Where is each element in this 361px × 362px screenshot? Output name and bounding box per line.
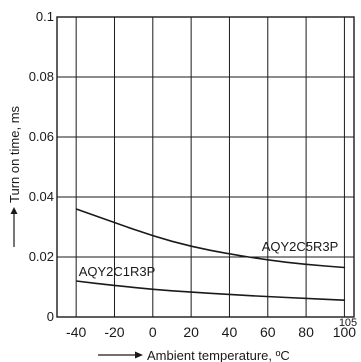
y-axis-title-group: Turn on time, ms (7, 105, 22, 247)
x-axis-title: Ambient temperature, ºC (147, 348, 290, 362)
series-labels: AQY2C5R3P AQY2C1R3P (79, 239, 339, 279)
y-axis-arrow-head (10, 207, 18, 214)
x-tick-label-extra: 105 (339, 317, 357, 329)
x-tick-label: -40 (66, 324, 86, 340)
x-tick-label: 0 (149, 324, 157, 340)
x-tick-label: -20 (104, 324, 124, 340)
x-tick-label: 60 (260, 324, 276, 340)
x-tick-label: 20 (183, 324, 199, 340)
series-lines (75, 208, 346, 301)
y-tick-label: 0.02 (29, 249, 54, 264)
x-tick-label: 80 (298, 324, 314, 340)
series-line-aqy2c5r3p (75, 208, 346, 269)
series-label-aqy2c5r3p: AQY2C5R3P (262, 239, 339, 254)
x-axis-arrow-head (135, 351, 143, 359)
series-line-aqy2c1r3p (76, 280, 346, 301)
series-label-aqy2c1r3p: AQY2C1R3P (79, 264, 156, 279)
x-tick-label: 40 (222, 324, 238, 340)
y-tick-label: 0.08 (29, 69, 54, 84)
plot-frame (56, 16, 355, 318)
y-tick-label: 0.04 (29, 189, 54, 204)
y-axis-title: Turn on time, ms (7, 105, 22, 203)
y-tick-label: 0.06 (29, 129, 54, 144)
y-tick-labels: 0 0.02 0.04 0.06 0.08 0.1 (29, 9, 54, 324)
y-tick-label: 0.1 (36, 9, 54, 24)
y-tick-label: 0 (47, 309, 54, 324)
x-tick-labels: -40 -20 0 20 40 60 80 100 (66, 324, 356, 340)
x-axis-title-group: Ambient temperature, ºC (98, 348, 290, 362)
x-tick-label: 100 (333, 324, 357, 340)
